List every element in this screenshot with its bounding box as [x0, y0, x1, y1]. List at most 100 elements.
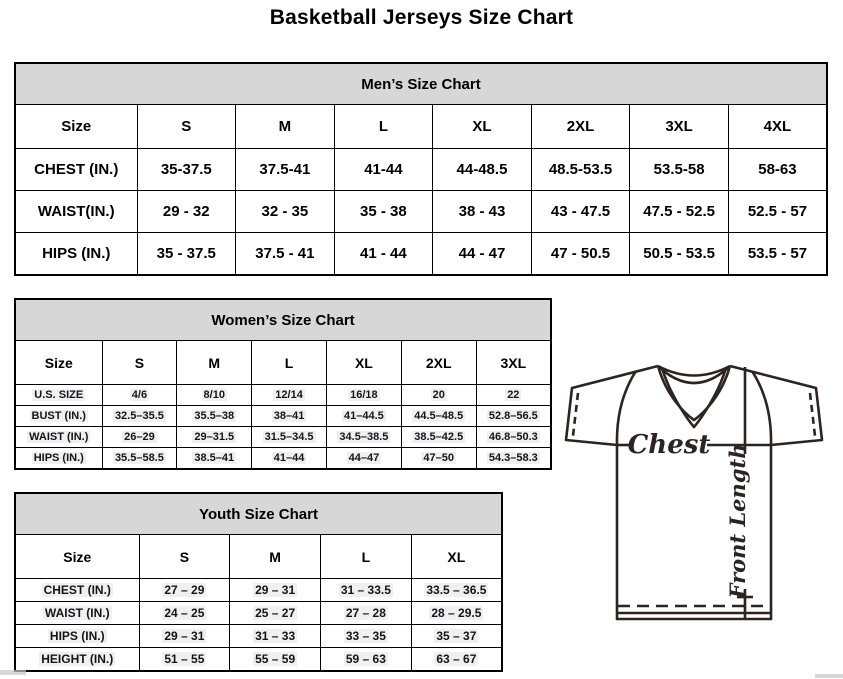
cell-value: 37.5 - 41 [235, 232, 335, 276]
cell-value: 41-44 [333, 148, 434, 191]
youth-size-table: Youth Size Chart Size S M L XL CHEST (IN.) 27 –… [14, 492, 503, 672]
column-header: L [251, 340, 327, 385]
cell-value: 51 – 55 [138, 647, 231, 672]
cell-value: 43 - 47.5 [530, 190, 631, 233]
table-title-row: Men’s Size Chart [14, 62, 828, 105]
cell-value: 8/10 [176, 384, 253, 406]
cell-value: 35.5–38 [176, 405, 253, 427]
cell-value: 47.5 - 52.5 [629, 190, 729, 233]
cell-value: 32 - 35 [235, 190, 335, 233]
jersey-armhole-right [750, 370, 773, 446]
column-header: 2XL [530, 104, 631, 149]
cell-value: 54.3–58.3 [475, 447, 552, 470]
cell-value: 48.5-53.5 [530, 148, 631, 191]
table-header-row: Size S M L XL [14, 534, 503, 579]
cell-value: 44-48.5 [432, 148, 532, 191]
cell-value: 27 – 29 [138, 578, 231, 602]
table-row: CHEST (IN.) 35-37.5 37.5-41 41-44 44-48.5 48.… [14, 148, 828, 191]
jersey-cuff-dash-left [571, 392, 580, 437]
table-row: WAIST (IN.) 24 – 25 25 – 27 27 – 28 28 – 29.… [14, 601, 503, 625]
cell-value: 31 – 33.5 [320, 578, 412, 602]
cell-value: 41 - 44 [333, 232, 434, 276]
front-length-label: Front Length [725, 444, 750, 600]
cell-value: 44 - 47 [432, 232, 532, 276]
row-label: HEIGHT (IN.) [14, 647, 140, 672]
column-header: 4XL [727, 104, 828, 149]
column-header: S [138, 534, 231, 579]
cell-value: 29 – 31 [138, 624, 231, 648]
cell-value: 33 – 35 [320, 624, 412, 648]
column-header: M [229, 534, 321, 579]
table-row: HIPS (IN.) 35.5–58.5 38.5–41 41–44 44–47 47–5… [14, 447, 552, 470]
cell-value: 41–44.5 [325, 405, 402, 427]
jersey-cuff-dash-right [808, 392, 817, 437]
row-label: HIPS (IN.) [14, 447, 103, 470]
cell-value: 52.5 - 57 [727, 190, 828, 233]
table-title-row: Youth Size Chart [14, 492, 503, 535]
table-row: CHEST (IN.) 27 – 29 29 – 31 31 – 33.5 33.5 –… [14, 578, 503, 602]
column-header: L [320, 534, 412, 579]
table-title: Youth Size Chart [14, 492, 503, 535]
column-header: M [176, 340, 253, 385]
column-header: XL [410, 534, 503, 579]
cell-value: 35-37.5 [136, 148, 237, 191]
table-row: U.S. SIZE 4/6 8/10 12/14 16/18 20 22 [14, 384, 552, 406]
cell-value: 28 – 29.5 [410, 601, 503, 625]
cell-value: 35 - 38 [333, 190, 434, 233]
screen-artifact-bar-left [0, 670, 26, 675]
column-header: L [333, 104, 434, 149]
jersey-outline-icon: Chest Front Length [564, 364, 824, 621]
table-row: WAIST(IN.) 29 - 32 32 - 35 35 - 38 38 - 43 43… [14, 190, 828, 233]
jersey-collar-arc-inner [658, 366, 730, 385]
cell-value: 35.5–58.5 [101, 447, 178, 470]
jersey-body-outline [564, 364, 824, 621]
jersey-measurement-diagram: Chest Front Length [556, 357, 828, 629]
chest-label: Chest [628, 430, 711, 460]
column-header: S [101, 340, 178, 385]
page-title: Basketball Jerseys Size Chart [269, 6, 574, 29]
cell-value: 4/6 [101, 384, 178, 406]
row-label: HIPS (IN.) [14, 232, 138, 276]
row-label: HIPS (IN.) [14, 624, 140, 648]
row-label: U.S. SIZE [14, 384, 103, 406]
cell-value: 12/14 [251, 384, 327, 406]
column-header: 2XL [400, 340, 477, 385]
table-title: Women’s Size Chart [14, 298, 552, 341]
cell-value: 32.5–35.5 [101, 405, 178, 427]
cell-value: 44–47 [325, 447, 402, 470]
cell-value: 31 – 33 [229, 624, 321, 648]
cell-value: 47 - 50.5 [530, 232, 631, 276]
column-header: M [235, 104, 335, 149]
column-header: 3XL [629, 104, 729, 149]
cell-value: 38–41 [251, 405, 327, 427]
column-header: XL [325, 340, 402, 385]
cell-value: 50.5 - 53.5 [629, 232, 729, 276]
cell-value: 38 - 43 [432, 190, 532, 233]
cell-value: 52.8–56.5 [475, 405, 552, 427]
cell-value: 27 – 28 [320, 601, 412, 625]
cell-value: 25 – 27 [229, 601, 321, 625]
cell-value: 53.5 - 57 [727, 232, 828, 276]
cell-value: 47–50 [400, 447, 477, 470]
jersey-vneck-outer [656, 365, 732, 422]
cell-value: 44.5–48.5 [400, 405, 477, 427]
screen-artifact-bar-right [815, 674, 843, 678]
cell-value: 29 - 32 [136, 190, 237, 233]
cell-value: 24 – 25 [138, 601, 231, 625]
cell-value: 55 – 59 [229, 647, 321, 672]
cell-value: 26–29 [101, 426, 178, 448]
cell-value: 37.5-41 [235, 148, 335, 191]
table-row: WAIST (IN.) 26–29 29–31.5 31.5–34.5 34.5–38.… [14, 426, 552, 448]
cell-value: 35 - 37.5 [136, 232, 237, 276]
cell-value: 41–44 [251, 447, 327, 470]
table-title: Men’s Size Chart [14, 62, 828, 105]
table-row: BUST (IN.) 32.5–35.5 35.5–38 38–41 41–44.5 44… [14, 405, 552, 427]
table-row: HIPS (IN.) 29 – 31 31 – 33 33 – 35 35 – 37 [14, 624, 503, 648]
table-title-row: Women’s Size Chart [14, 298, 552, 341]
cell-value: 34.5–38.5 [325, 426, 402, 448]
column-header: Size [14, 340, 103, 385]
cell-value: 53.5-58 [629, 148, 729, 191]
womens-size-table: Women’s Size Chart Size S M L XL 2XL 3XL U.S. SI… [14, 298, 552, 470]
row-label: CHEST (IN.) [14, 578, 140, 602]
